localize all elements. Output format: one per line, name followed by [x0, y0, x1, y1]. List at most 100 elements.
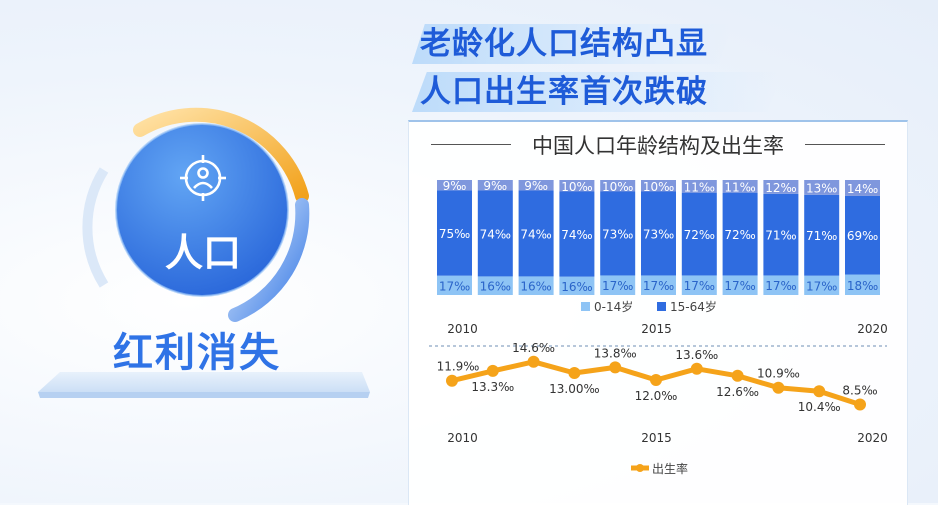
bar-segment-0-14	[641, 275, 676, 295]
bar-segment-15-64	[722, 192, 758, 276]
headline-line-2: 人口出生率首次跌破1‰	[412, 72, 782, 112]
bar-segment-65plus	[518, 180, 554, 191]
bar-segment-15-64	[681, 192, 717, 276]
bar-data-label: 73‰	[643, 227, 674, 241]
birth-rate-label: 13.8‰	[594, 346, 637, 360]
legend-label-0-14: 0-14岁	[594, 299, 633, 314]
birth-rate-label: 11.9‰	[437, 360, 480, 374]
bar-data-label: 17‰	[806, 279, 837, 293]
bar-data-label: 13‰	[806, 181, 837, 195]
bar-segment-15-64	[804, 194, 840, 276]
line-x-tick-label: 2020	[857, 431, 888, 445]
bar-segment-0-14	[437, 275, 472, 295]
bar-data-label: 9‰	[443, 179, 467, 193]
bar-data-label: 17‰	[724, 279, 755, 293]
bar-data-label: 17‰	[765, 279, 796, 293]
bar-segment-0-14	[804, 275, 840, 295]
birth-rate-point	[609, 361, 622, 374]
headline-line-1: 老龄化人口结构凸显	[412, 24, 732, 64]
bar-data-label: 17‰	[684, 279, 715, 293]
bar-data-label: 16‰	[561, 280, 592, 294]
population-badge	[38, 107, 370, 398]
line-x-tick-label: 2015	[641, 431, 672, 445]
bar-segment-15-64	[477, 190, 513, 277]
bar-segment-15-64	[559, 191, 595, 277]
bar-x-tick-label: 2020	[857, 322, 888, 336]
bar-segment-15-64	[437, 190, 472, 276]
bar-segment-15-64	[763, 193, 799, 276]
line-x-tick-label: 2010	[447, 431, 478, 445]
bar-data-label: 17‰	[439, 279, 470, 293]
bar-data-label: 9‰	[483, 179, 507, 193]
stage-plate	[38, 372, 370, 398]
bar-segment-65plus	[845, 180, 880, 196]
bar-segment-0-14	[477, 276, 513, 295]
bar-segment-0-14	[518, 276, 554, 295]
bar-segment-15-64	[600, 191, 636, 276]
bar-data-label: 73‰	[602, 227, 633, 241]
legend-swatch-0-14	[581, 302, 590, 311]
chart-title: 中国人口年龄结构及出生率	[409, 130, 907, 160]
birth-rate-label: 10.4‰	[798, 400, 841, 414]
birth-rate-point	[527, 355, 540, 368]
bar-segment-65plus	[477, 180, 513, 191]
birth-rate-label: 10.9‰	[757, 367, 800, 381]
bar-segment-0-14	[559, 276, 595, 295]
bar-data-label: 72‰	[684, 228, 715, 242]
chart-canvas: 17‰ 75‰ 9‰ 16‰ 74‰ 9‰ 16‰ 74‰ 9‰ 16‰ 74‰ 10‰ 17‰ 73‰ 1…	[429, 179, 888, 476]
blue-ring-arc	[228, 198, 310, 322]
birth-rate-label: 12.0‰	[635, 389, 678, 403]
bar-segment-0-14	[681, 275, 717, 295]
bar-segment-65plus	[681, 180, 717, 193]
pale-ring-arc	[82, 167, 109, 288]
badge-label: 人口	[164, 231, 241, 275]
bar-data-label: 74‰	[561, 228, 592, 242]
legend-swatch-15-64	[657, 302, 666, 311]
bar-data-label: 72‰	[724, 228, 755, 242]
bar-segment-65plus	[559, 180, 595, 192]
bar-data-label: 74‰	[520, 227, 551, 241]
birth-rate-point	[854, 398, 866, 411]
legend-label-birth-rate: 出生率	[652, 461, 688, 476]
bar-segment-65plus	[600, 180, 636, 192]
birth-rate-point	[731, 369, 744, 382]
bar-data-label: 71‰	[806, 229, 837, 243]
bar-segment-65plus	[763, 180, 799, 194]
bar-data-label: 71‰	[765, 229, 796, 243]
birth-rate-point	[813, 385, 826, 398]
birth-rate-label: 13.00‰	[549, 382, 599, 396]
birth-rate-label: 13.6‰	[675, 348, 718, 362]
chart-panel: 中国人口年龄结构及出生率 17‰ 75‰ 9‰ 16‰ 74‰ 9‰ 16‰ 74‰ 9‰ 16‰…	[408, 120, 908, 505]
bar-data-label: 16‰	[480, 280, 511, 294]
bar-data-label: 10‰	[561, 180, 592, 194]
bar-data-label: 11‰	[724, 180, 755, 194]
badge-circle	[116, 124, 288, 296]
birth-rate-point	[568, 367, 581, 379]
bar-segment-15-64	[845, 195, 880, 275]
birth-rate-point	[772, 381, 785, 394]
legend-label-15-64: 15-64岁	[670, 299, 717, 314]
bar-segment-65plus	[641, 180, 676, 192]
bar-data-label: 11‰	[684, 180, 715, 194]
birth-rate-label: 12.6‰	[716, 385, 759, 399]
bar-data-label: 12‰	[765, 181, 796, 195]
bar-segment-0-14	[763, 275, 799, 295]
bar-segment-0-14	[600, 275, 636, 295]
bar-segment-15-64	[518, 190, 554, 277]
birth-rate-label: 13.3‰	[471, 380, 514, 394]
bar-segment-0-14	[722, 275, 758, 295]
person-target-icon	[180, 155, 226, 201]
legend-marker-birth-rate	[636, 464, 644, 472]
bar-segment-65plus	[722, 180, 758, 193]
bar-data-label: 9‰	[524, 179, 548, 193]
bar-segment-65plus	[804, 180, 840, 195]
orange-ring-arc	[133, 107, 309, 203]
birth-rate-label: 14.6‰	[512, 341, 555, 355]
bar-segment-0-14	[845, 274, 880, 295]
bar-data-label: 69‰	[847, 229, 878, 243]
birth-rate-label: 8.5‰	[842, 384, 877, 398]
birth-rate-point	[650, 374, 662, 386]
bar-x-tick-label: 2015	[641, 322, 672, 336]
badge-subtitle: 红利消失	[113, 330, 281, 376]
bar-data-label: 75‰	[439, 227, 470, 241]
